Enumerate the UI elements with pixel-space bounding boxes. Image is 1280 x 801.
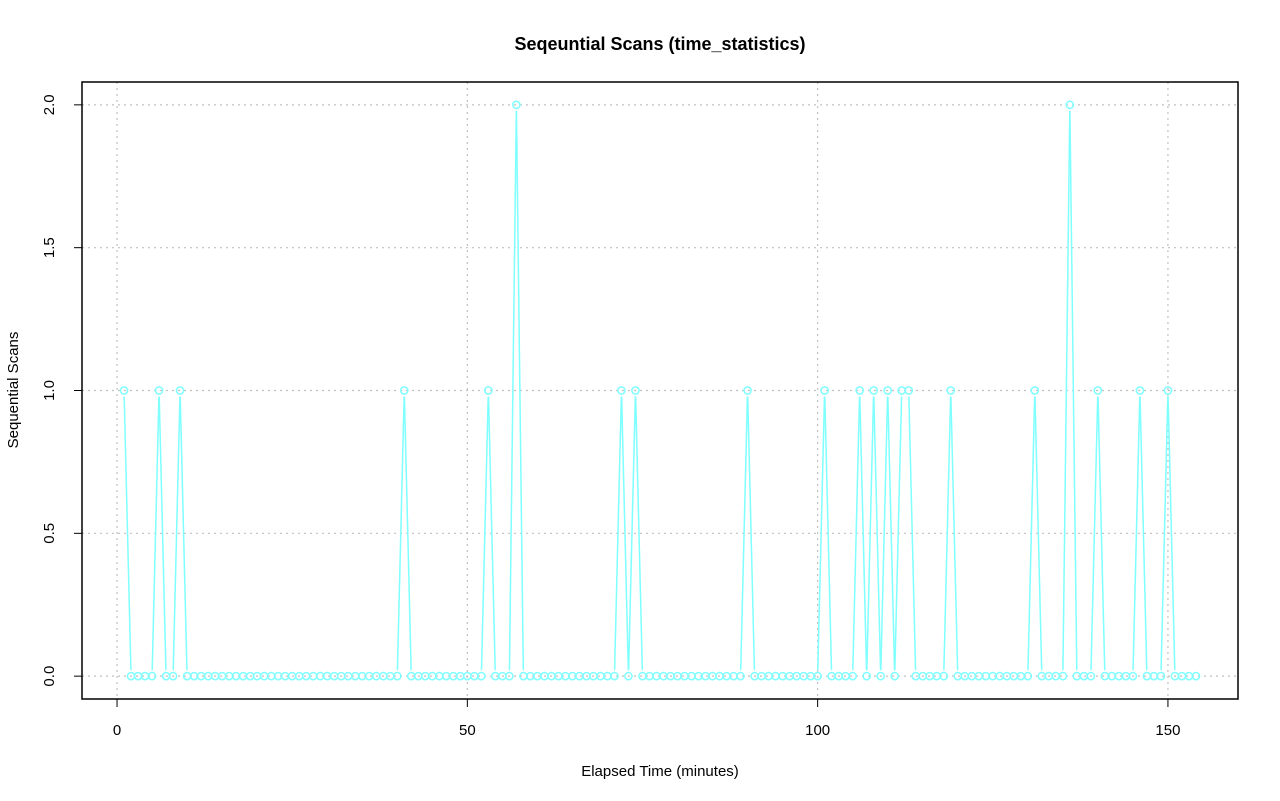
data-point [1030,386,1040,395]
data-point [1065,100,1075,110]
y-tick-label: 0.0 [41,666,58,687]
series-line-segment [908,396,917,671]
data-point [175,386,185,395]
series-line-segment [403,396,412,671]
series-line-segment [1132,396,1141,671]
data-point [946,386,956,395]
series-line-segment [515,110,525,671]
y-tick-label: 0.5 [41,523,58,544]
series-line-segment [172,396,181,671]
x-tick-label: 50 [459,722,476,739]
data-point [1163,386,1173,395]
series-line-segment [866,396,875,671]
x-tick-label: 100 [805,722,830,739]
series-line-segment [943,396,952,671]
data-point [904,386,914,395]
x-tick-label: 0 [113,722,121,739]
series-line-segment [123,396,132,671]
series-line-segment [817,396,826,671]
y-tick-label: 2.0 [41,94,58,115]
y-axis-label: Sequential Scans [5,332,22,449]
data-point [1058,671,1068,681]
data-point [848,671,858,681]
data-point [820,386,829,395]
data-point [862,671,872,681]
y-tick-label: 1.5 [41,237,58,258]
series-line-segment [880,396,889,671]
data-point [154,386,164,395]
series-line-segment [620,396,630,671]
series-line-segment [1062,110,1071,671]
series-line-segment [1069,110,1078,671]
series-line-segment [627,396,637,671]
data-point [476,671,486,681]
x-tick-label: 150 [1155,722,1180,739]
data-point [1128,671,1138,681]
data-point [736,671,745,681]
chart-title: Seqeuntial Scans (time_statistics) [514,34,805,54]
data-point [1156,671,1166,681]
axis-ticks: 0 50 100 150 0.0 0.5 1.0 1.5 2.0 [41,94,1180,739]
y-tick-label: 1.0 [41,380,58,401]
x-axis-label: Elapsed Time (minutes) [581,763,739,780]
series-line-segment [1034,396,1043,671]
series-line-segment [179,396,188,671]
series-line-segment [1160,396,1169,671]
data-point [617,386,626,395]
series-line-segment [508,110,518,671]
data-point [876,671,886,681]
data-point [743,386,752,395]
data-point [813,671,822,681]
series-line-group [119,100,1201,681]
series-line-segment [1139,396,1148,671]
data-point [939,671,949,681]
series-line-segment [859,396,868,671]
series-line-segment [634,396,644,671]
data-point [1191,671,1201,681]
data-point [147,671,157,681]
series-line-segment [613,396,623,671]
series-line-segment [852,396,861,671]
series-line-segment [396,396,405,671]
data-point [512,100,521,110]
data-point [399,386,409,395]
series-line-segment [824,396,833,671]
data-point [484,386,493,395]
data-point [631,386,640,395]
data-point [855,386,865,395]
data-point [1135,386,1145,395]
data-point [1093,386,1103,395]
series-line-segment [151,396,160,671]
series-line-segment [158,396,167,671]
data-point [1086,671,1096,681]
series-line-segment [1167,396,1176,671]
data-point [869,386,879,395]
series-line-segment [739,396,749,671]
data-point [168,671,178,681]
grid-lines [82,82,1238,699]
series-line-segment [1090,396,1099,671]
series-line-segment [480,396,489,671]
data-point [505,671,514,681]
data-point [624,671,633,681]
series-line-segment [873,396,882,671]
data-point [883,386,893,395]
series-line-segment [487,396,496,671]
series-line-segment [746,396,756,671]
series-line-segment [1027,396,1036,671]
data-point [610,671,619,681]
series-line-segment [950,396,959,671]
data-point [119,386,129,395]
data-point [1023,671,1033,681]
data-point [392,671,402,681]
series-line-segment [887,396,896,671]
data-point [890,671,900,681]
series-line-segment [894,396,903,671]
series-line-segment [1097,396,1106,671]
